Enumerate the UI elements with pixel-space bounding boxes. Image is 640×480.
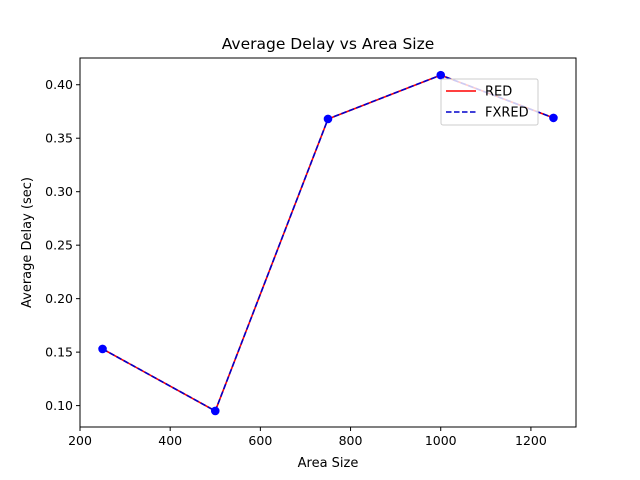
data-point <box>98 344 107 354</box>
x-axis: 200 400 600 800 1000 1200 <box>68 427 547 448</box>
legend-label-red: RED <box>485 85 512 100</box>
chart-title: Average Delay vs Area Size <box>222 35 435 53</box>
data-point <box>210 406 220 416</box>
y-tick-label: 0.30 <box>45 184 73 199</box>
data-point <box>549 113 558 123</box>
y-axis: 0.10 0.15 0.20 0.25 0.30 0.35 0.40 <box>45 77 80 413</box>
x-tick-label: 600 <box>248 433 272 448</box>
x-tick-label: 400 <box>158 433 182 448</box>
x-axis-label: Area Size <box>298 456 359 471</box>
y-axis-label: Average Delay (sec) <box>20 177 35 308</box>
x-tick-label: 800 <box>339 433 363 448</box>
legend-label-fxred: FXRED <box>485 106 529 121</box>
data-point <box>436 70 446 80</box>
marker-layer <box>98 70 558 416</box>
data-point <box>323 114 333 124</box>
y-tick-label: 0.15 <box>45 345 73 360</box>
x-tick-label: 1000 <box>425 433 457 448</box>
y-tick-label: 0.10 <box>45 398 73 413</box>
plot-frame <box>79 57 577 428</box>
x-tick-label: 1200 <box>515 433 547 448</box>
y-tick-label: 0.25 <box>45 238 73 253</box>
y-tick-label: 0.20 <box>45 291 73 306</box>
x-tick-label: 200 <box>68 433 92 448</box>
y-tick-label: 0.35 <box>45 131 73 146</box>
legend: RED FXRED <box>440 78 539 126</box>
y-tick-label: 0.40 <box>45 77 73 92</box>
